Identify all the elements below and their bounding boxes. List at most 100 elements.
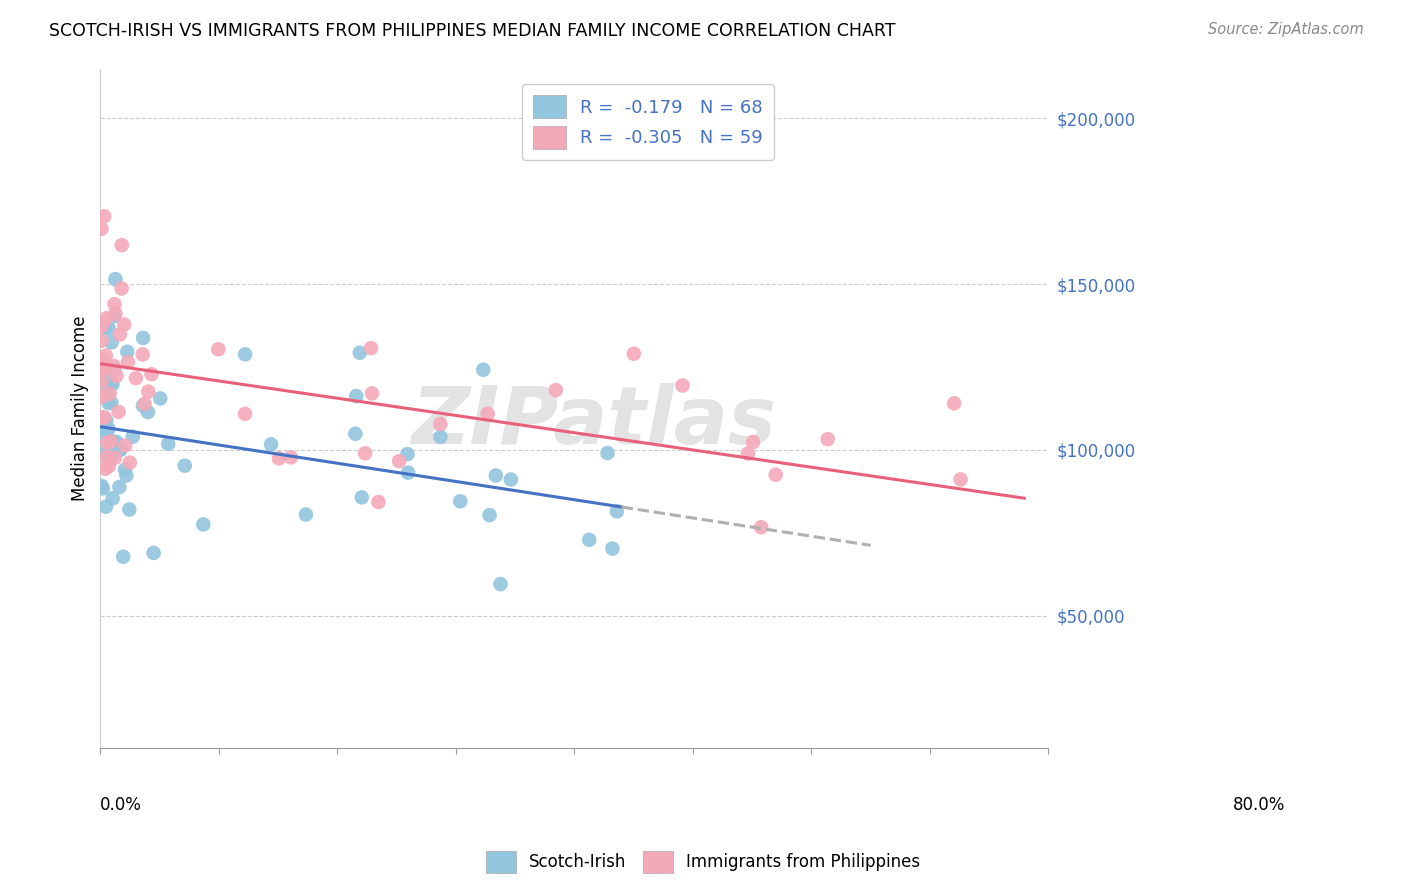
Point [132,399,155,413]
Point [578,533,600,547]
Point [115,468,138,483]
Point [100,444,122,458]
Point [472,363,495,377]
Point [112,549,135,564]
Point [104,272,127,286]
Point [361,386,384,401]
Point [949,472,972,486]
Point [737,446,759,460]
Point [125,371,148,385]
Text: ZIPatlas: ZIPatlas [411,383,776,461]
Text: Source: ZipAtlas.com: Source: ZipAtlas.com [1208,22,1364,37]
Point [110,281,132,295]
Point [97,459,120,474]
Point [136,405,159,419]
Point [817,432,839,446]
Point [117,355,139,369]
Point [97,384,120,399]
Point [157,437,180,451]
Legend: R =  -0.179   N = 68, R =  -0.305   N = 59: R = -0.179 N = 68, R = -0.305 N = 59 [523,85,773,160]
Point [449,494,471,508]
Point [90,479,112,493]
Point [233,407,256,421]
Point [90,371,112,385]
Point [121,430,143,444]
Point [94,363,117,377]
Point [97,452,120,467]
Point [267,451,290,466]
Point [260,437,283,451]
Point [136,384,159,399]
Point [103,362,125,376]
Point [90,319,112,334]
Legend: Scotch-Irish, Immigrants from Philippines: Scotch-Irish, Immigrants from Philippine… [479,845,927,880]
Text: 80.0%: 80.0% [1233,796,1285,814]
Point [749,520,772,534]
Point [295,508,318,522]
Point [478,508,501,522]
Point [90,426,112,441]
Point [499,473,522,487]
Point [93,320,115,334]
Point [107,405,129,419]
Point [97,396,120,410]
Point [100,395,122,409]
Point [94,462,117,476]
Point [489,577,512,591]
Point [103,434,125,449]
Point [108,327,131,342]
Point [100,335,122,350]
Point [602,541,624,556]
Point [97,322,120,336]
Point [100,435,122,450]
Point [111,238,134,252]
Point [742,435,765,450]
Point [207,343,229,357]
Point [98,387,121,401]
Point [344,426,367,441]
Point [104,450,127,465]
Point [349,345,371,359]
Point [93,318,115,333]
Point [100,434,122,449]
Point [93,362,115,376]
Point [96,450,118,464]
Point [90,439,112,453]
Point [131,347,153,361]
Text: 0.0%: 0.0% [100,796,142,814]
Point [101,376,124,391]
Point [149,392,172,406]
Point [110,442,132,457]
Point [104,307,127,321]
Point [105,368,128,383]
Point [623,347,645,361]
Point [118,456,141,470]
Point [90,375,112,389]
Point [596,446,619,460]
Point [101,377,124,392]
Point [112,318,135,332]
Point [114,463,136,477]
Point [765,467,787,482]
Point [943,396,966,410]
Point [280,450,302,465]
Point [96,311,118,326]
Point [90,222,112,236]
Point [90,317,112,331]
Point [90,354,112,368]
Point [103,309,125,323]
Point [103,359,125,373]
Point [93,209,115,223]
Point [101,447,124,461]
Y-axis label: Median Family Income: Median Family Income [72,316,89,501]
Point [96,425,118,439]
Text: SCOTCH-IRISH VS IMMIGRANTS FROM PHILIPPINES MEDIAN FAMILY INCOME CORRELATION CHA: SCOTCH-IRISH VS IMMIGRANTS FROM PHILIPPI… [49,22,896,40]
Point [132,331,155,345]
Point [429,417,451,431]
Point [485,468,508,483]
Point [344,389,367,403]
Point [91,482,114,496]
Point [108,442,131,457]
Point [671,378,693,392]
Point [96,413,118,427]
